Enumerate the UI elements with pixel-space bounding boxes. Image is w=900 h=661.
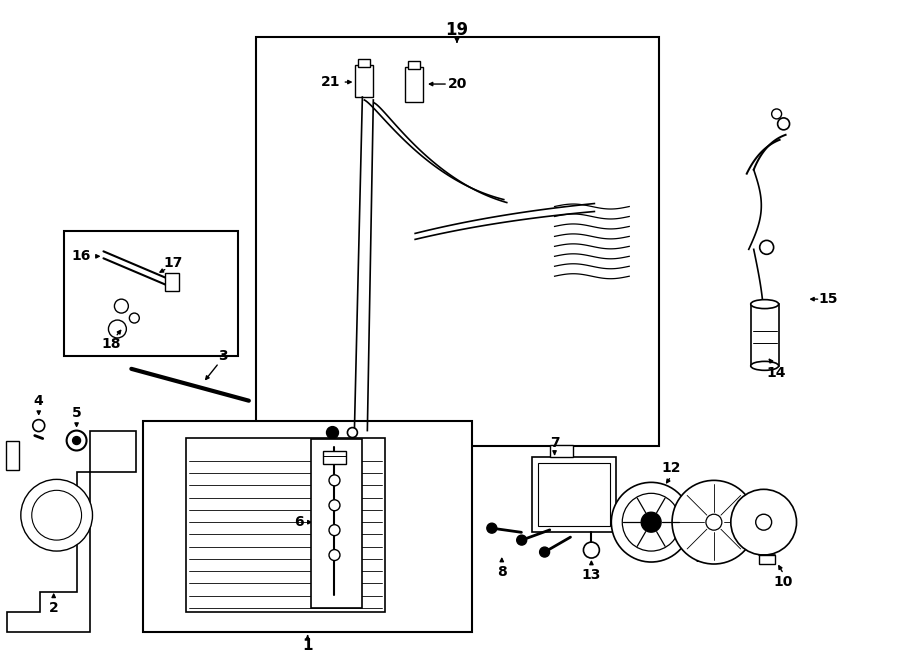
- Ellipse shape: [751, 299, 778, 309]
- Bar: [6, 440, 19, 471]
- Bar: [64, 231, 238, 356]
- Bar: [143, 420, 472, 632]
- Text: 9: 9: [742, 503, 751, 518]
- Circle shape: [329, 525, 340, 535]
- Circle shape: [756, 514, 771, 530]
- Text: 6: 6: [293, 515, 303, 529]
- Bar: [256, 37, 659, 446]
- Text: 4: 4: [34, 394, 43, 408]
- Circle shape: [329, 475, 340, 486]
- Circle shape: [760, 241, 774, 254]
- Text: 20: 20: [448, 77, 468, 91]
- Text: 21: 21: [320, 75, 340, 89]
- Circle shape: [32, 490, 82, 540]
- Circle shape: [487, 524, 497, 533]
- Text: 7: 7: [550, 436, 560, 449]
- Circle shape: [73, 436, 81, 444]
- Text: 18: 18: [102, 337, 122, 351]
- Circle shape: [672, 481, 756, 564]
- Circle shape: [583, 542, 599, 558]
- Bar: [751, 304, 778, 366]
- Text: 13: 13: [581, 568, 601, 582]
- Circle shape: [622, 493, 680, 551]
- Text: 14: 14: [767, 366, 787, 380]
- Text: 19: 19: [446, 21, 469, 39]
- Circle shape: [130, 313, 140, 323]
- Bar: [166, 273, 179, 291]
- Text: 3: 3: [218, 349, 228, 363]
- Circle shape: [67, 430, 86, 451]
- Text: 5: 5: [72, 406, 82, 420]
- Text: 1: 1: [302, 638, 313, 653]
- Bar: [759, 555, 775, 564]
- Polygon shape: [7, 430, 136, 632]
- Bar: [322, 451, 346, 465]
- Bar: [537, 463, 610, 526]
- Text: 11: 11: [694, 551, 714, 565]
- Circle shape: [778, 118, 789, 130]
- Text: 12: 12: [662, 461, 680, 475]
- Circle shape: [327, 426, 338, 438]
- Bar: [310, 438, 363, 608]
- Circle shape: [731, 489, 796, 555]
- Circle shape: [540, 547, 550, 557]
- Bar: [186, 438, 385, 612]
- Bar: [356, 65, 373, 97]
- Circle shape: [771, 109, 781, 119]
- Circle shape: [32, 420, 45, 432]
- Bar: [532, 457, 616, 532]
- Text: 8: 8: [497, 565, 507, 579]
- Text: 16: 16: [72, 249, 91, 263]
- Circle shape: [611, 483, 691, 562]
- Circle shape: [706, 514, 722, 530]
- Circle shape: [641, 512, 662, 532]
- Bar: [405, 67, 423, 102]
- Bar: [358, 59, 370, 67]
- Circle shape: [114, 299, 129, 313]
- Bar: [550, 444, 573, 457]
- Text: 15: 15: [819, 292, 838, 306]
- Bar: [409, 61, 420, 69]
- Circle shape: [517, 535, 526, 545]
- Text: 17: 17: [164, 256, 183, 270]
- Ellipse shape: [751, 362, 778, 370]
- Circle shape: [329, 500, 340, 511]
- Circle shape: [329, 549, 340, 561]
- Circle shape: [21, 479, 93, 551]
- Text: 10: 10: [774, 575, 793, 589]
- Circle shape: [108, 320, 126, 338]
- Circle shape: [347, 428, 357, 438]
- Text: 2: 2: [49, 601, 58, 615]
